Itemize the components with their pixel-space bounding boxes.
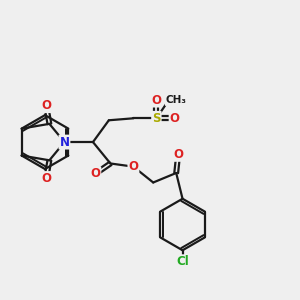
Text: N: N xyxy=(59,136,69,148)
Text: CH₃: CH₃ xyxy=(166,95,187,105)
Text: O: O xyxy=(128,160,138,173)
Text: Cl: Cl xyxy=(176,255,189,268)
Text: O: O xyxy=(41,172,51,185)
Text: O: O xyxy=(173,148,183,161)
Text: S: S xyxy=(152,112,160,125)
Text: O: O xyxy=(152,94,161,106)
Text: O: O xyxy=(90,167,100,180)
Text: O: O xyxy=(41,99,51,112)
Text: O: O xyxy=(169,112,180,125)
